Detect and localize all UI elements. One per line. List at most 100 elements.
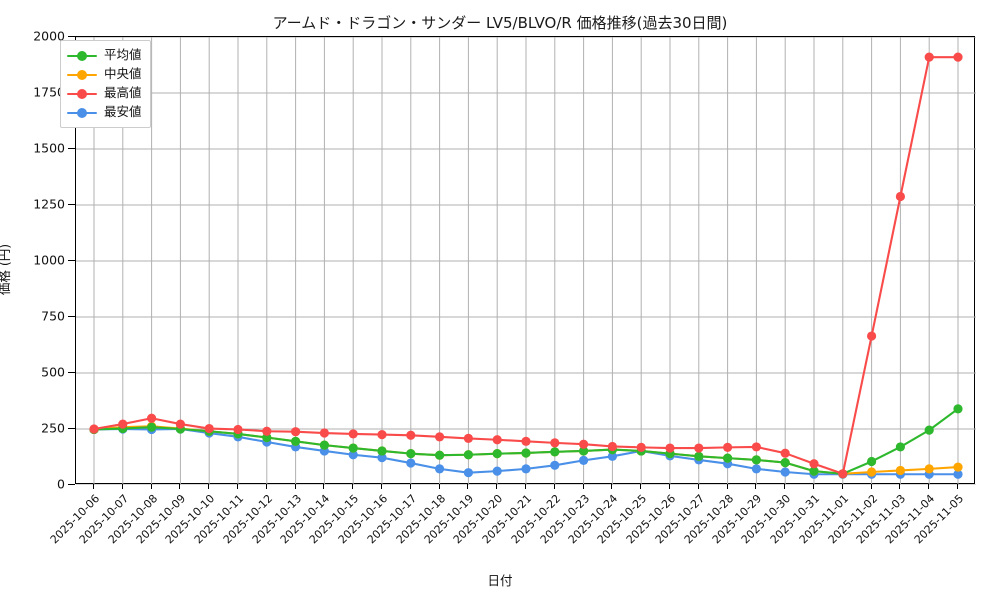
y-tick-mark xyxy=(68,148,75,149)
series-marker xyxy=(579,446,589,456)
x-tick-mark xyxy=(697,484,699,489)
series-marker xyxy=(953,404,963,414)
series-marker xyxy=(780,467,790,477)
x-tick-mark xyxy=(553,484,555,489)
series-marker xyxy=(348,429,358,439)
series-marker xyxy=(694,443,704,453)
series-marker xyxy=(636,442,646,452)
x-tick-mark xyxy=(237,484,238,489)
series-marker xyxy=(521,436,531,446)
x-tick-mark xyxy=(841,484,843,489)
series-marker xyxy=(953,462,963,472)
series-marker xyxy=(867,467,877,477)
series-marker xyxy=(895,191,906,202)
series-marker xyxy=(895,442,906,452)
legend-item[interactable]: 平均値 xyxy=(67,46,142,65)
series-marker xyxy=(435,450,445,460)
legend-marker-icon xyxy=(67,69,97,81)
series-marker xyxy=(895,465,906,476)
series-marker xyxy=(521,448,531,458)
series-marker xyxy=(838,469,848,479)
series-marker xyxy=(463,450,473,460)
x-tick-mark xyxy=(496,484,498,489)
series-marker xyxy=(463,433,473,444)
series-marker xyxy=(809,466,819,476)
y-tick-label: 1250 xyxy=(33,196,65,212)
series-marker xyxy=(291,436,301,446)
x-tick-mark xyxy=(669,484,670,489)
legend-item[interactable]: 最安値 xyxy=(67,103,142,122)
series-line xyxy=(92,56,960,475)
y-tick-mark xyxy=(68,372,75,373)
series-marker xyxy=(348,450,358,460)
series-marker xyxy=(492,449,502,459)
series-marker xyxy=(751,455,762,465)
x-tick-mark xyxy=(208,484,210,489)
y-tick-mark xyxy=(68,316,75,317)
series-marker xyxy=(607,451,618,461)
series-marker xyxy=(291,427,301,437)
x-tick-mark xyxy=(525,484,526,489)
series-marker xyxy=(867,456,877,467)
legend-marker-icon xyxy=(67,107,97,119)
x-tick-mark xyxy=(121,484,123,489)
y-tick-label: 2000 xyxy=(33,28,65,44)
series-marker xyxy=(751,464,762,474)
legend-label: 最安値 xyxy=(104,104,142,120)
legend-marker-icon xyxy=(67,50,97,62)
series-marker xyxy=(89,424,99,434)
y-tick-mark xyxy=(68,36,75,37)
x-tick-mark xyxy=(784,484,786,489)
y-tick-label: 750 xyxy=(41,308,65,324)
x-tick-mark xyxy=(957,484,958,489)
x-tick-mark xyxy=(438,484,440,489)
series-marker xyxy=(319,428,329,438)
series-marker xyxy=(492,466,502,476)
series-marker xyxy=(463,468,473,478)
series-marker xyxy=(924,464,934,474)
x-tick-mark xyxy=(928,484,930,489)
series-marker xyxy=(550,438,560,448)
series-marker xyxy=(377,430,387,440)
legend-item[interactable]: 中央値 xyxy=(67,65,142,84)
y-tick-label: 500 xyxy=(41,364,65,380)
series-marker xyxy=(204,423,214,434)
y-tick-mark xyxy=(68,484,75,485)
y-tick-label: 1750 xyxy=(33,84,65,100)
x-tick-mark xyxy=(150,484,152,489)
chart-title: アームド・ドラゴン・サンダー LV5/BLVO/R 価格推移(過去30日間) xyxy=(272,14,728,32)
x-tick-mark xyxy=(813,484,814,489)
x-tick-mark xyxy=(294,484,296,489)
series-marker xyxy=(723,442,733,452)
legend-item[interactable]: 最高値 xyxy=(67,84,142,103)
series-marker xyxy=(492,435,502,445)
y-tick-label: 250 xyxy=(41,420,65,436)
x-axis-title: 日付 xyxy=(487,573,513,588)
series-marker xyxy=(809,459,819,469)
data-series-layer xyxy=(89,52,963,479)
x-tick-mark xyxy=(179,484,181,489)
x-tick-mark xyxy=(899,484,901,489)
series-marker xyxy=(233,424,243,435)
y-tick-label: 0 xyxy=(57,476,65,492)
x-tick-mark xyxy=(640,484,642,489)
x-tick-mark xyxy=(870,484,872,489)
x-tick-mark xyxy=(582,484,584,489)
series-marker xyxy=(406,430,416,440)
x-tick-mark xyxy=(726,484,728,489)
x-tick-mark xyxy=(381,484,382,489)
y-axis-title: 価格 (円) xyxy=(0,243,13,296)
series-marker xyxy=(262,426,272,436)
series-marker xyxy=(867,331,877,341)
series-marker xyxy=(406,449,416,459)
legend-label: 平均値 xyxy=(104,47,142,63)
series-marker xyxy=(377,453,387,463)
series-marker xyxy=(435,432,445,442)
x-tick-mark xyxy=(611,484,613,489)
x-tick-mark xyxy=(265,484,267,489)
series-marker xyxy=(953,52,963,62)
x-tick-mark xyxy=(323,484,325,489)
x-tick-mark xyxy=(409,484,411,489)
legend-marker-icon xyxy=(67,88,97,100)
